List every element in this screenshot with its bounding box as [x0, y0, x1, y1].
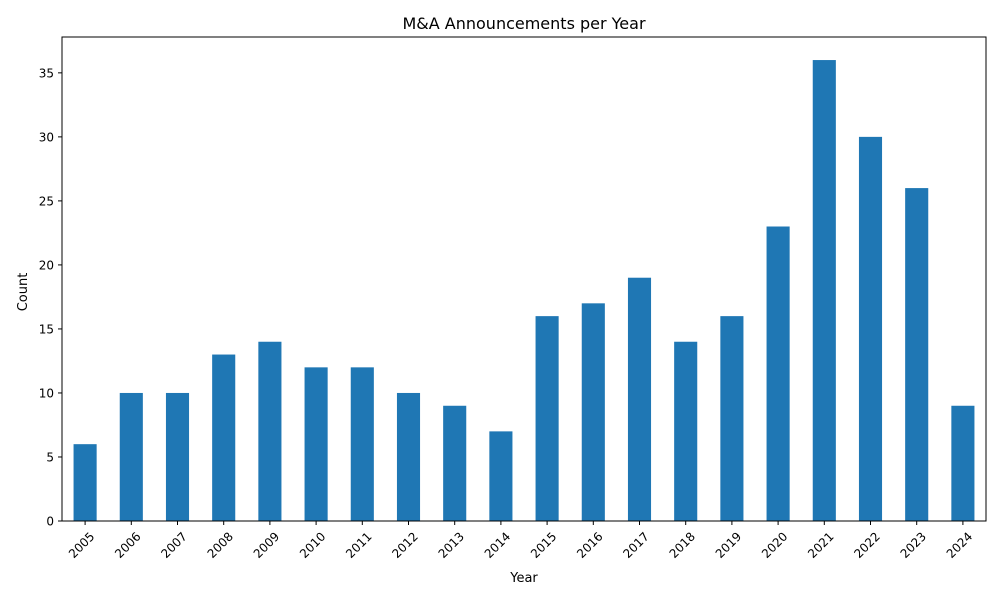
bar-2017 [627, 277, 652, 521]
x-tick-label-2022: 2022 [851, 529, 882, 560]
x-tick-label-2012: 2012 [389, 529, 420, 560]
bar-2005 [73, 444, 97, 521]
x-tick-label-2017: 2017 [620, 529, 651, 560]
x-tick-label-2019: 2019 [713, 529, 744, 560]
y-tick-label-0: 0 [46, 515, 54, 529]
bar-2007 [165, 392, 190, 521]
bar-2021 [812, 60, 836, 522]
y-tick-label-35: 35 [39, 66, 54, 80]
bar-2015 [535, 316, 559, 521]
x-tick-label-2024: 2024 [944, 529, 975, 560]
bar-2018 [674, 341, 698, 521]
x-tick-label-2008: 2008 [205, 529, 236, 560]
bar-2020 [766, 226, 790, 521]
x-tick-label-2016: 2016 [574, 529, 605, 560]
y-tick-label-25: 25 [39, 194, 54, 208]
x-tick-label-2013: 2013 [436, 529, 467, 560]
plot-frame [61, 36, 987, 522]
y-tick-label-15: 15 [39, 322, 54, 336]
x-axis: 2005 2006 2007 2008 2009 2010 2011 2012 2013 2014… [66, 521, 975, 561]
bar-2019 [720, 316, 744, 521]
y-tick-label-10: 10 [39, 386, 54, 400]
bars-group [73, 60, 975, 522]
y-tick-label-30: 30 [39, 130, 54, 144]
x-axis-label: Year [509, 571, 538, 586]
x-tick-label-2018: 2018 [667, 529, 698, 560]
x-tick-label-2015: 2015 [528, 529, 559, 560]
bar-2016 [581, 303, 605, 521]
x-tick-label-2023: 2023 [898, 529, 929, 560]
x-tick-label-2014: 2014 [482, 529, 513, 560]
bar-2022 [858, 136, 883, 521]
bar-2009 [258, 341, 282, 521]
y-tick-label-5: 5 [46, 450, 54, 464]
x-tick-label-2009: 2009 [251, 529, 282, 560]
x-tick-label-2007: 2007 [158, 529, 189, 560]
bar-2008 [212, 354, 236, 521]
x-tick-label-2010: 2010 [297, 529, 328, 560]
bar-2013 [443, 405, 467, 521]
x-tick-label-2011: 2011 [343, 529, 374, 560]
bar-2011 [350, 367, 374, 521]
x-tick-label-2006: 2006 [112, 529, 143, 560]
bar-2006 [119, 392, 143, 521]
bar-2014 [489, 431, 513, 521]
y-axis-label: Count [16, 273, 31, 312]
y-axis: 0 5 10 15 20 25 30 35 [39, 66, 62, 529]
x-tick-label-2021: 2021 [805, 529, 836, 560]
x-tick-label-2005: 2005 [66, 529, 97, 560]
bar-2010 [304, 367, 328, 521]
bar-2023 [905, 188, 929, 521]
bar-2024 [951, 405, 975, 521]
x-tick-label-2020: 2020 [759, 529, 790, 560]
bar-2012 [396, 392, 421, 521]
chart-title: M&A Announcements per Year [402, 14, 645, 33]
y-tick-label-20: 20 [39, 258, 54, 272]
